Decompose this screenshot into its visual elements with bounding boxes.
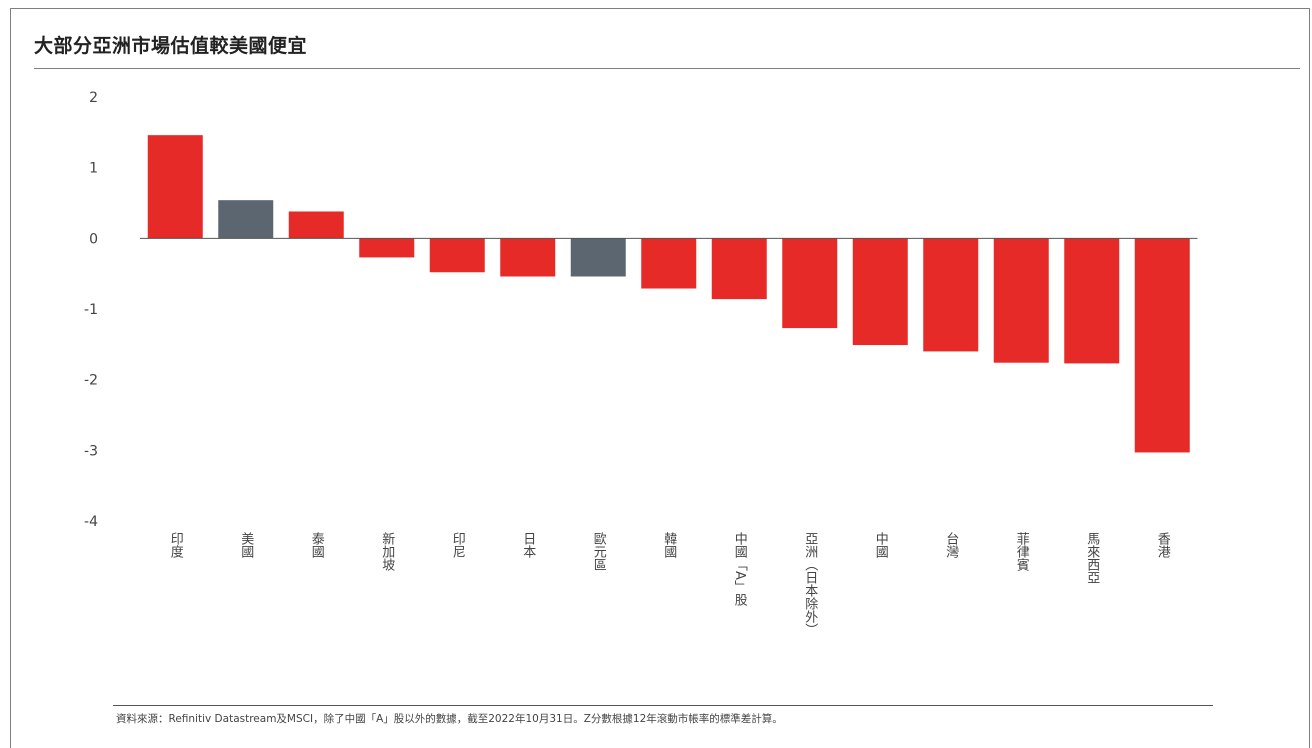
x-axis-labels: 印度 美國 泰國 新加坡 印尼 日本 歐元區 韓國 中國「A」股 亞洲（日本除外） 中國 台灣 菲律賓 馬… <box>168 531 1171 636</box>
bar <box>711 238 767 300</box>
x-tick-label: 菲律賓 <box>1014 532 1030 571</box>
x-tick-label: 亞洲（日本除外） <box>802 532 818 636</box>
title-divider <box>34 68 1300 69</box>
x-tick-label: 印尼 <box>450 532 466 558</box>
x-tick-label: 馬來西亞 <box>1084 532 1100 584</box>
x-tick-label: 美國 <box>238 532 254 558</box>
y-tick-label: -3 <box>84 443 98 459</box>
bar <box>288 211 344 239</box>
chart-title: 大部分亞洲市場估值較美國便宜 <box>34 35 308 57</box>
bar <box>782 238 838 329</box>
x-tick-label: 中國「A」股 <box>732 532 748 607</box>
bar <box>429 238 485 273</box>
bar <box>500 238 556 277</box>
bar <box>993 238 1049 363</box>
bars <box>147 135 1190 453</box>
bar <box>923 238 979 352</box>
bar <box>641 238 697 289</box>
bar-chart: 2 1 0 -1 -2 -3 -4 印度 美國 泰國 新加坡 印尼 日本 歐元區 韓國 中國「A」股 亞洲（日… <box>84 90 1198 636</box>
bar <box>1134 238 1190 453</box>
bar <box>852 238 908 346</box>
y-tick-label: 2 <box>89 90 98 106</box>
x-tick-label: 中國 <box>873 532 888 558</box>
x-tick-label: 歐元區 <box>591 532 607 571</box>
chart-frame <box>10 8 1310 748</box>
x-tick-label: 韓國 <box>661 532 677 558</box>
bar <box>359 238 415 258</box>
y-tick-label: -1 <box>84 302 98 318</box>
x-tick-label: 新加坡 <box>379 531 395 571</box>
y-axis-ticks: 2 1 0 -1 -2 -3 -4 <box>84 90 98 530</box>
y-tick-label: 0 <box>89 231 98 247</box>
bar <box>147 135 203 239</box>
y-tick-label: 1 <box>89 161 98 177</box>
x-tick-label: 泰國 <box>309 532 325 558</box>
x-tick-label: 日本 <box>520 532 536 558</box>
bar <box>218 200 274 239</box>
y-tick-label: -2 <box>84 373 98 389</box>
x-tick-label: 台灣 <box>943 532 959 559</box>
x-tick-label: 香港 <box>1155 532 1171 558</box>
source-note: 資料來源：Refinitiv Datastream及MSCI，除了中國「A」股以… <box>116 713 783 725</box>
bar <box>570 238 626 277</box>
bar <box>1064 238 1120 364</box>
y-tick-label: -4 <box>84 514 98 530</box>
x-tick-label: 印度 <box>168 532 184 558</box>
footer-divider <box>113 705 1213 706</box>
